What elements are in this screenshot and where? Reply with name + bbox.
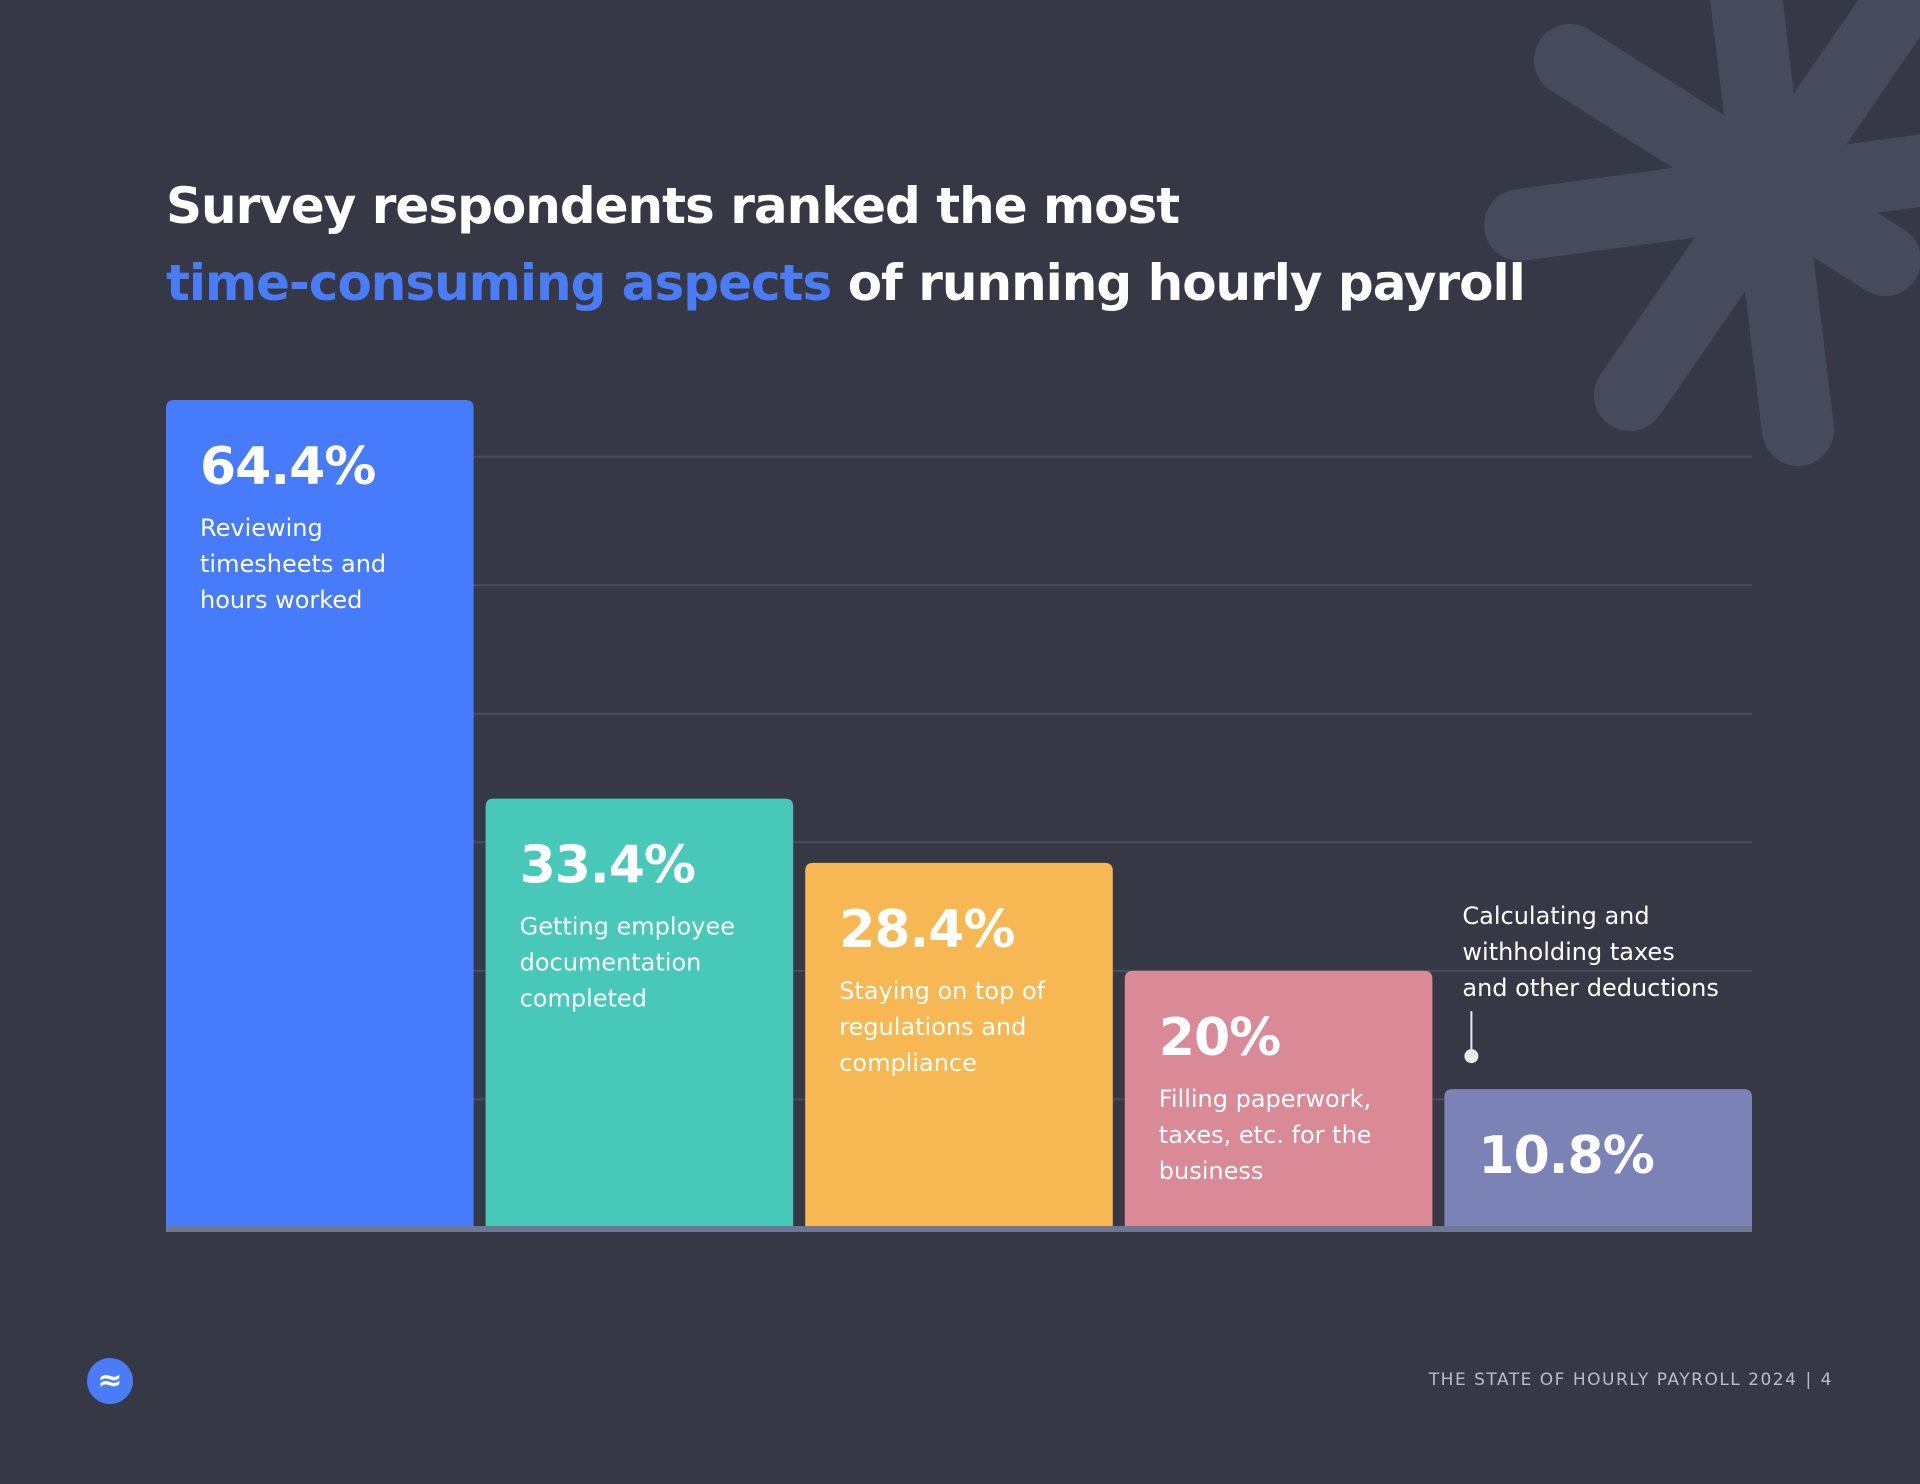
title-line-1: Survey respondents ranked the most bbox=[166, 177, 1180, 235]
bar-value-label: 64.4% bbox=[200, 437, 375, 497]
bar bbox=[1444, 1089, 1752, 1228]
bar bbox=[166, 400, 474, 1228]
bar bbox=[485, 798, 794, 1228]
bar-value-label: 33.4% bbox=[520, 836, 695, 896]
page-title: Survey respondents ranked the most time-… bbox=[166, 168, 1526, 322]
bar-value-label: 28.4% bbox=[839, 900, 1014, 960]
footer-separator: | bbox=[1805, 1370, 1813, 1390]
bar-value-label: 10.8% bbox=[1478, 1126, 1653, 1186]
footer: THE STATE OF HOURLY PAYROLL 2024 | 4 bbox=[1429, 1370, 1833, 1390]
footer-title: THE STATE OF HOURLY PAYROLL 2024 bbox=[1428, 1370, 1798, 1390]
bar-category-label: Reviewing timesheets and hours worked bbox=[200, 514, 386, 614]
pointer-dot bbox=[1464, 1049, 1479, 1064]
title-accent-text: time-consuming aspects bbox=[166, 254, 832, 312]
bar-category-label: Filling paperwork, taxes, etc. for the bus… bbox=[1159, 1085, 1372, 1185]
bar-category-label: Staying on top of regulations and complian… bbox=[839, 977, 1045, 1077]
wave-logo-icon: ≈ bbox=[87, 1358, 133, 1404]
x-axis-baseline bbox=[166, 1226, 1752, 1232]
page-number: 4 bbox=[1820, 1370, 1833, 1390]
bar bbox=[1124, 970, 1433, 1228]
bar-category-label: Getting employee documentation completed bbox=[520, 913, 735, 1013]
bar-category-label: Calculating and withholding taxes and othe… bbox=[1462, 902, 1718, 1002]
title-line-2-rest: of running hourly payroll bbox=[847, 254, 1526, 312]
bar bbox=[805, 862, 1113, 1228]
bar-value-label: 20% bbox=[1159, 1008, 1280, 1068]
